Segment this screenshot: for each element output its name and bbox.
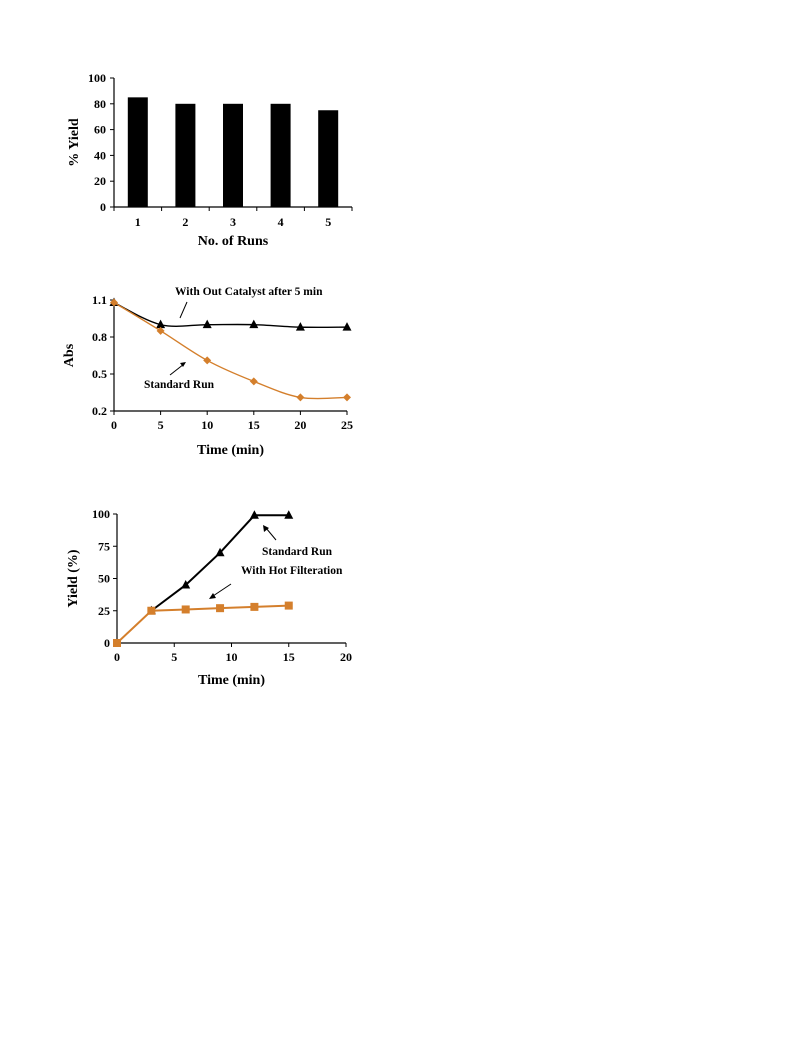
y-tick-label: 25 [98, 604, 110, 618]
x-axis-title: No. of Runs [198, 234, 269, 249]
y-tick-label: 50 [98, 572, 110, 586]
series-line-1 [113, 301, 348, 400]
bar-chart-yield-runs: 0 20 40 60 80 100 1 2 3 4 5 No. of Runs % Yield [67, 71, 353, 249]
x-tick-label: 2 [182, 215, 188, 229]
data-point-series-1 [203, 356, 212, 365]
data-point-series-0 [295, 322, 305, 331]
x-tick-label: 5 [171, 650, 177, 664]
y-tick-label: 100 [88, 71, 106, 85]
data-point-series-1 [296, 393, 305, 402]
y-tick-label: 0.5 [92, 367, 107, 381]
series-line-0 [150, 514, 289, 612]
data-point-series-1 [216, 604, 225, 613]
bar-run-4 [270, 103, 291, 207]
annotation-arrow-standard-run [169, 363, 185, 376]
data-point-series-0 [156, 319, 166, 329]
x-axis-title: Time (min) [197, 443, 264, 458]
annotation-arrow-without-catalyst [179, 301, 188, 319]
x-axis-title: Time (min) [198, 673, 265, 688]
x-tick-label: 5 [325, 215, 331, 229]
x-tick-label: 10 [201, 418, 213, 432]
y-tick-label: 40 [94, 148, 106, 162]
bar-run-1 [127, 97, 148, 207]
bar-run-3 [223, 103, 243, 207]
x-tick-label: 4 [278, 215, 284, 229]
data-point-series-1 [113, 639, 121, 647]
y-tick-label: 0.8 [92, 330, 107, 344]
annotation-arrow-hot-filtration [212, 583, 232, 597]
x-tick-label: 15 [283, 650, 295, 664]
y-tick-label: 1.1 [92, 293, 107, 307]
series-line-0 [113, 301, 348, 329]
y-axis-title: Abs [62, 343, 77, 367]
annotation-arrow-standard-run-2 [265, 527, 277, 541]
y-tick-label: 0.2 [92, 404, 107, 418]
data-point-series-0 [181, 579, 191, 589]
data-point-series-1 [343, 393, 351, 402]
bar-run-2 [175, 103, 196, 207]
data-point-series-0 [284, 510, 294, 519]
y-tick-label: 100 [92, 507, 110, 521]
x-tick-label: 0 [111, 418, 117, 432]
x-tick-label: 20 [340, 650, 352, 664]
series-line-1 [116, 604, 289, 644]
y-axis-title: % Yield [67, 118, 82, 167]
line-chart-yield-time: Standard Run With Hot Filteration 025507… [66, 507, 352, 688]
line-chart-abs-time: With Out Catalyst after 5 min Standard R… [62, 286, 353, 458]
x-tick-label: 1 [135, 215, 141, 229]
y-tick-label: 75 [98, 539, 110, 553]
x-tick-label: 3 [230, 215, 236, 229]
annotation-without-catalyst: With Out Catalyst after 5 min [175, 286, 323, 298]
y-tick-label: 0 [104, 636, 110, 650]
y-tick-label: 80 [94, 97, 106, 111]
x-tick-label: 0 [114, 650, 120, 664]
x-tick-label: 5 [158, 418, 164, 432]
annotation-hot-filtration: With Hot Filteration [241, 565, 343, 577]
annotation-arrowhead-hot-filtration [209, 593, 216, 599]
data-point-series-0 [215, 547, 225, 557]
annotation-arrowhead-standard-run-2 [263, 525, 269, 532]
annotation-standard-run-2: Standard Run [262, 546, 333, 558]
bar-run-5 [318, 110, 339, 207]
data-point-series-0 [202, 319, 212, 329]
y-tick-label: 60 [94, 123, 106, 137]
data-point-series-1 [250, 602, 259, 611]
y-tick-label: 20 [94, 174, 106, 188]
data-point-series-0 [249, 319, 259, 329]
data-point-series-1 [181, 605, 190, 614]
x-tick-label: 15 [248, 418, 260, 432]
x-tick-label: 10 [226, 650, 238, 664]
data-point-series-1 [284, 601, 293, 610]
annotation-standard-run: Standard Run [144, 379, 215, 391]
data-point-series-0 [249, 510, 259, 519]
annotation-arrowhead-standard-run [180, 362, 186, 367]
x-tick-label: 20 [294, 418, 306, 432]
y-tick-label: 0 [100, 200, 106, 214]
data-point-series-1 [147, 606, 156, 615]
data-point-series-1 [249, 377, 258, 386]
data-point-series-1 [110, 298, 118, 307]
x-tick-label: 25 [341, 418, 353, 432]
data-point-series-0 [342, 322, 352, 331]
data-point-series-1 [156, 326, 165, 335]
y-axis-title: Yield (%) [66, 549, 81, 608]
